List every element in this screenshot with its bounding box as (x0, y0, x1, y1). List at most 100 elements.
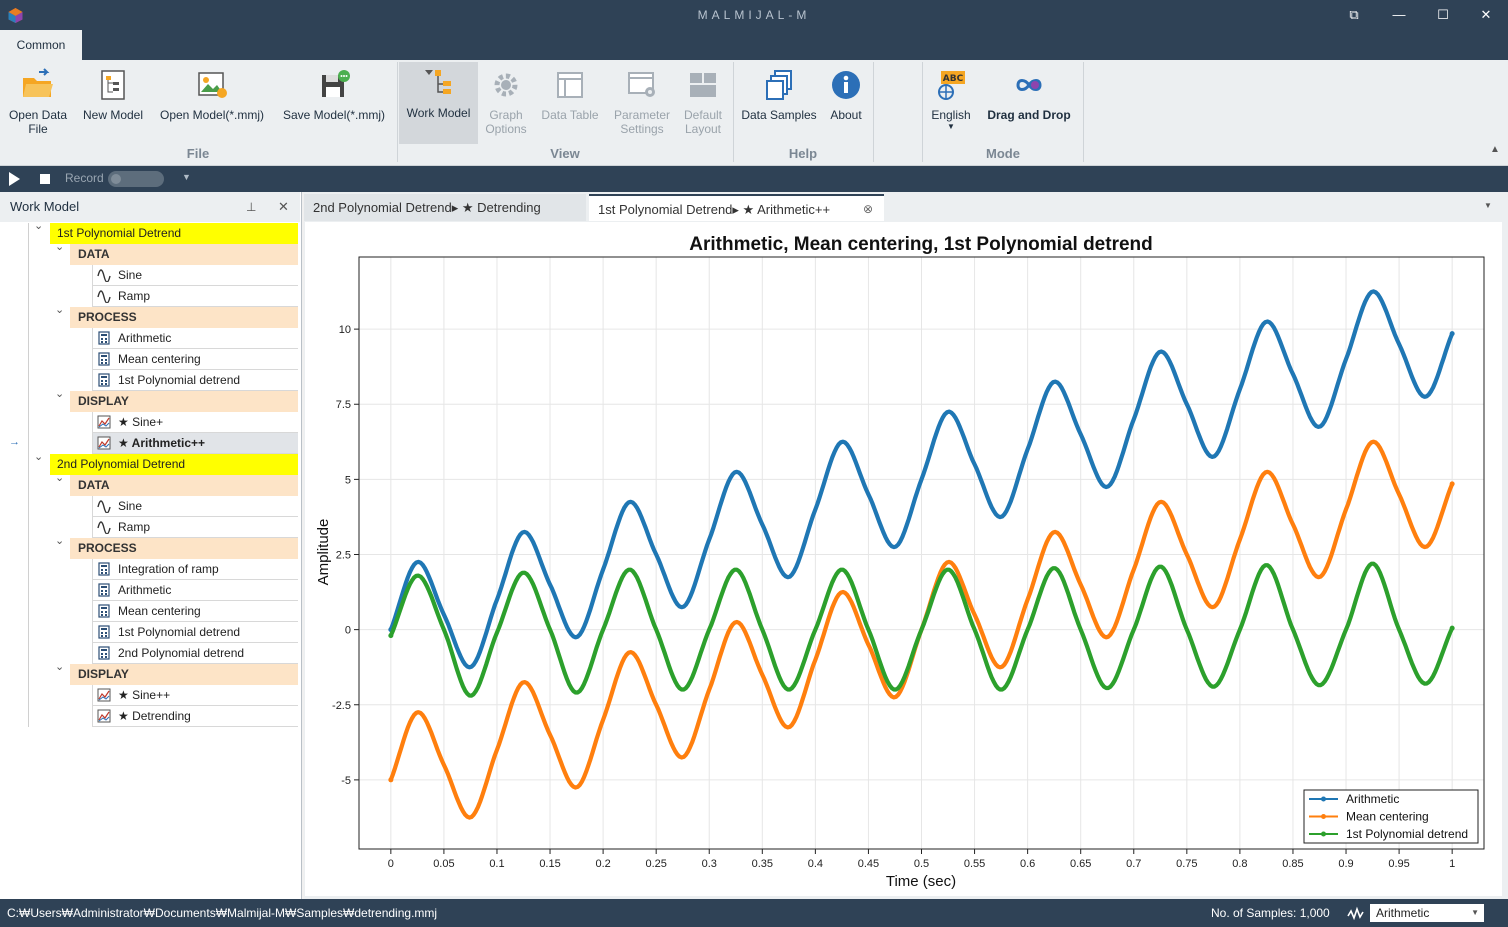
x-tick-label: 0.55 (964, 858, 985, 870)
tree-item[interactable]: 1st Polynomial detrend (92, 370, 298, 391)
close-panel-icon[interactable]: ✕ (278, 199, 289, 214)
tree-item-label: Integration of ramp (118, 562, 219, 576)
expand-chevron-icon[interactable]: ⌄ (55, 661, 65, 673)
default-layout-button[interactable]: Default Layout (677, 64, 729, 144)
tree-item-label: Mean centering (118, 604, 201, 618)
tree-item[interactable]: Arithmetic (92, 580, 298, 601)
play-icon[interactable] (9, 172, 20, 186)
pin-icon[interactable]: ⊥ (246, 200, 257, 214)
parameter-settings-button[interactable]: Parameter Settings (608, 64, 676, 144)
status-bar: C:₩Users₩Administrator₩Documents₩Malmija… (0, 899, 1508, 927)
expand-chevron-icon[interactable]: ⌄ (55, 241, 65, 253)
tree-item[interactable]: Sine (92, 265, 298, 286)
tree-item[interactable]: 2nd Polynomial detrend (92, 643, 298, 664)
tree-item-label: ★ Detrending (118, 709, 191, 723)
series-select[interactable]: Arithmetic ▼ (1370, 904, 1484, 922)
work-model-button[interactable]: Work Model (399, 62, 478, 144)
tree-group[interactable]: PROCESS (70, 538, 298, 559)
ribbon-tab-strip: Common (0, 30, 1508, 60)
save-model-button[interactable]: Save Model(*.mmj) (278, 64, 390, 144)
tree-item[interactable]: Integration of ramp (92, 559, 298, 580)
close-tab-icon[interactable]: ⊗ (863, 202, 874, 216)
settings-window-icon (628, 72, 655, 97)
chart-icon (97, 415, 111, 429)
tree-item-label: Mean centering (118, 352, 201, 366)
expand-chevron-icon[interactable]: ⌄ (34, 451, 44, 463)
x-tick-label: 0.35 (752, 858, 773, 870)
graph-options-button[interactable]: Graph Options (478, 64, 534, 144)
close-button[interactable]: ✕ (1480, 7, 1492, 22)
work-model-panel: Work Model ⊥ ✕ 1st Polynomial Detrend ⌄ DA… (0, 192, 302, 899)
record-toggle[interactable] (108, 171, 164, 187)
data-samples-label: Data Samples (741, 108, 817, 122)
x-tick-label: 0.1 (489, 858, 504, 870)
x-tick-label: 0.8 (1232, 858, 1247, 870)
restore-layout-button[interactable]: ⧉ (1349, 7, 1359, 22)
tree-item-label: 1st Polynomial detrend (118, 373, 241, 387)
y-tick-label: 10 (339, 324, 351, 336)
expand-chevron-icon[interactable]: ⌄ (55, 535, 65, 547)
data-table-button[interactable]: Data Table (536, 64, 604, 144)
expand-chevron-icon[interactable]: ⌄ (34, 220, 44, 232)
x-tick-label: 0.2 (595, 858, 610, 870)
tree-item-label: ★ Arithmetic++ (118, 436, 206, 450)
open-model-label: Open Model(*.mmj) (159, 108, 265, 122)
open-model-button[interactable]: Open Model(*.mmj) (154, 64, 270, 144)
tree-item-label: DISPLAY (78, 667, 129, 681)
data-samples-button[interactable]: Data Samples (738, 64, 820, 144)
tab-common[interactable]: Common (0, 30, 82, 60)
tree-group[interactable]: PROCESS (70, 307, 298, 328)
data-table-label: Data Table (541, 108, 599, 122)
tree-group[interactable]: DATA (70, 475, 298, 496)
tree-group[interactable]: DATA (70, 244, 298, 265)
panel-header: Work Model ⊥ ✕ (0, 192, 300, 222)
tree-group[interactable]: DISPLAY (70, 391, 298, 412)
tree-item[interactable]: Sine (92, 496, 298, 517)
tree-item[interactable]: ★ Arithmetic++ (92, 433, 298, 454)
x-tick-label: 0.25 (645, 858, 666, 870)
tree-item-label: Ramp (118, 520, 151, 534)
tree-item[interactable]: ★ Detrending (92, 706, 298, 727)
group-view-label: View (550, 146, 580, 161)
work-model-label: Work Model (406, 106, 471, 120)
tree-item[interactable]: 1st Polynomial detrend (92, 622, 298, 643)
expand-chevron-icon[interactable]: ⌄ (55, 304, 65, 316)
expand-chevron-icon[interactable]: ⌄ (55, 388, 65, 400)
tree-item-label: PROCESS (78, 310, 137, 324)
stop-icon[interactable] (40, 174, 50, 184)
tree-item[interactable]: Ramp (92, 286, 298, 307)
english-language-button[interactable]: ABC English ▼ (926, 64, 976, 144)
minimize-button[interactable]: — (1392, 7, 1406, 22)
tree-item[interactable]: ★ Sine++ (92, 685, 298, 706)
tree-project[interactable]: 1st Polynomial Detrend (50, 223, 298, 244)
tree-item[interactable]: Ramp (92, 517, 298, 538)
tree-guide-line (28, 223, 29, 727)
tree-item-label: DISPLAY (78, 394, 129, 408)
tree-project[interactable]: 2nd Polynomial Detrend (50, 454, 298, 475)
tree-item[interactable]: Mean centering (92, 601, 298, 622)
tree-item[interactable]: ★ Sine+ (92, 412, 298, 433)
tree-item[interactable]: Arithmetic (92, 328, 298, 349)
tab-arithmetic-label: 1st Polynomial Detrend▸ ★ Arithmetic++ (598, 202, 831, 217)
collapse-ribbon-icon[interactable]: ▲ (1490, 144, 1500, 155)
tab-arithmetic[interactable]: 1st Polynomial Detrend▸ ★ Arithmetic++ ⊗ (589, 194, 884, 221)
tree-icon (424, 70, 451, 94)
maximize-button[interactable]: ☐ (1437, 7, 1449, 22)
x-tick-label: 0.85 (1282, 858, 1303, 870)
tab-detrending[interactable]: 2nd Polynomial Detrend▸ ★ Detrending (304, 194, 586, 221)
new-model-button[interactable]: New Model (78, 64, 148, 144)
about-button[interactable]: About (824, 64, 868, 144)
record-dropdown-chevron-icon[interactable]: ▼ (182, 172, 191, 182)
line-chart[interactable]: 0 0.05 0.1 0.15 0.2 0.25 0.3 0.35 0.4 0.45 0.5 0.55… (305, 222, 1502, 896)
graph-options-label: Graph Options (485, 108, 527, 136)
open-data-file-button[interactable]: Open Data File (4, 64, 72, 144)
expand-chevron-icon[interactable]: ⌄ (55, 472, 65, 484)
tree-item-label: DATA (78, 247, 110, 261)
tab-list-chevron-icon[interactable]: ▼ (1484, 201, 1492, 210)
wave-icon (97, 500, 111, 513)
tree-item-label: 1st Polynomial Detrend (57, 226, 182, 240)
tree-item[interactable]: Mean centering (92, 349, 298, 370)
drag-and-drop-button[interactable]: Drag and Drop (980, 64, 1078, 144)
wave-icon (97, 269, 111, 282)
tree-group[interactable]: DISPLAY (70, 664, 298, 685)
